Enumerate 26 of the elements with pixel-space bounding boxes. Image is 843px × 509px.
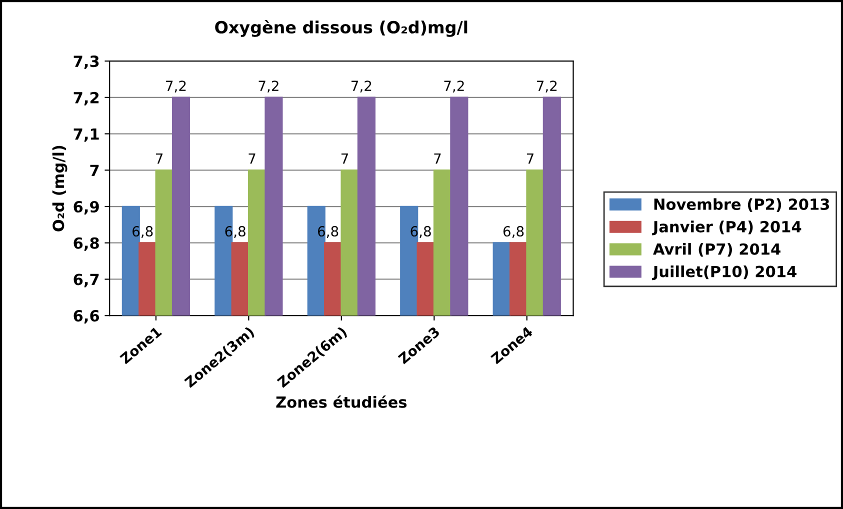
data-label: 6,8 bbox=[503, 226, 524, 238]
y-tick-label: 6,8 bbox=[74, 237, 99, 251]
data-label: 7,2 bbox=[444, 80, 464, 93]
data-label: 7 bbox=[248, 154, 256, 164]
x-axis-title: Zones étudiées bbox=[276, 395, 407, 408]
y-tick-label: 7,1 bbox=[74, 128, 99, 142]
y-tick-label: 6,7 bbox=[74, 274, 99, 288]
data-label: 7,2 bbox=[537, 80, 557, 93]
y-tick-label: 6,9 bbox=[74, 200, 99, 214]
y-tick-label: 7,3 bbox=[74, 56, 99, 70]
chart-title: Oxygène dissous (O₂d)mg/l bbox=[215, 20, 468, 37]
y-tick-label: 6,6 bbox=[74, 310, 100, 324]
legend-label: Avril (P7) 2014 bbox=[653, 243, 780, 257]
legend-label: Janvier (P4) 2014 bbox=[652, 220, 802, 236]
y-tick-label: 7,2 bbox=[74, 92, 99, 106]
data-label: 7 bbox=[156, 154, 163, 164]
y-axis-title: O₂d (mg/l) bbox=[52, 146, 68, 232]
data-label: 7 bbox=[341, 154, 348, 164]
data-label: 7,2 bbox=[258, 80, 278, 93]
y-tick-label: 7 bbox=[90, 164, 99, 176]
data-label: 7,2 bbox=[352, 80, 372, 93]
legend-label: Juillet(P10) 2014 bbox=[652, 265, 796, 280]
data-label: 7 bbox=[526, 154, 534, 164]
data-label: 7,2 bbox=[166, 80, 186, 93]
data-label: 7 bbox=[434, 154, 441, 164]
legend-label: Novembre (P2) 2013 bbox=[654, 198, 830, 212]
